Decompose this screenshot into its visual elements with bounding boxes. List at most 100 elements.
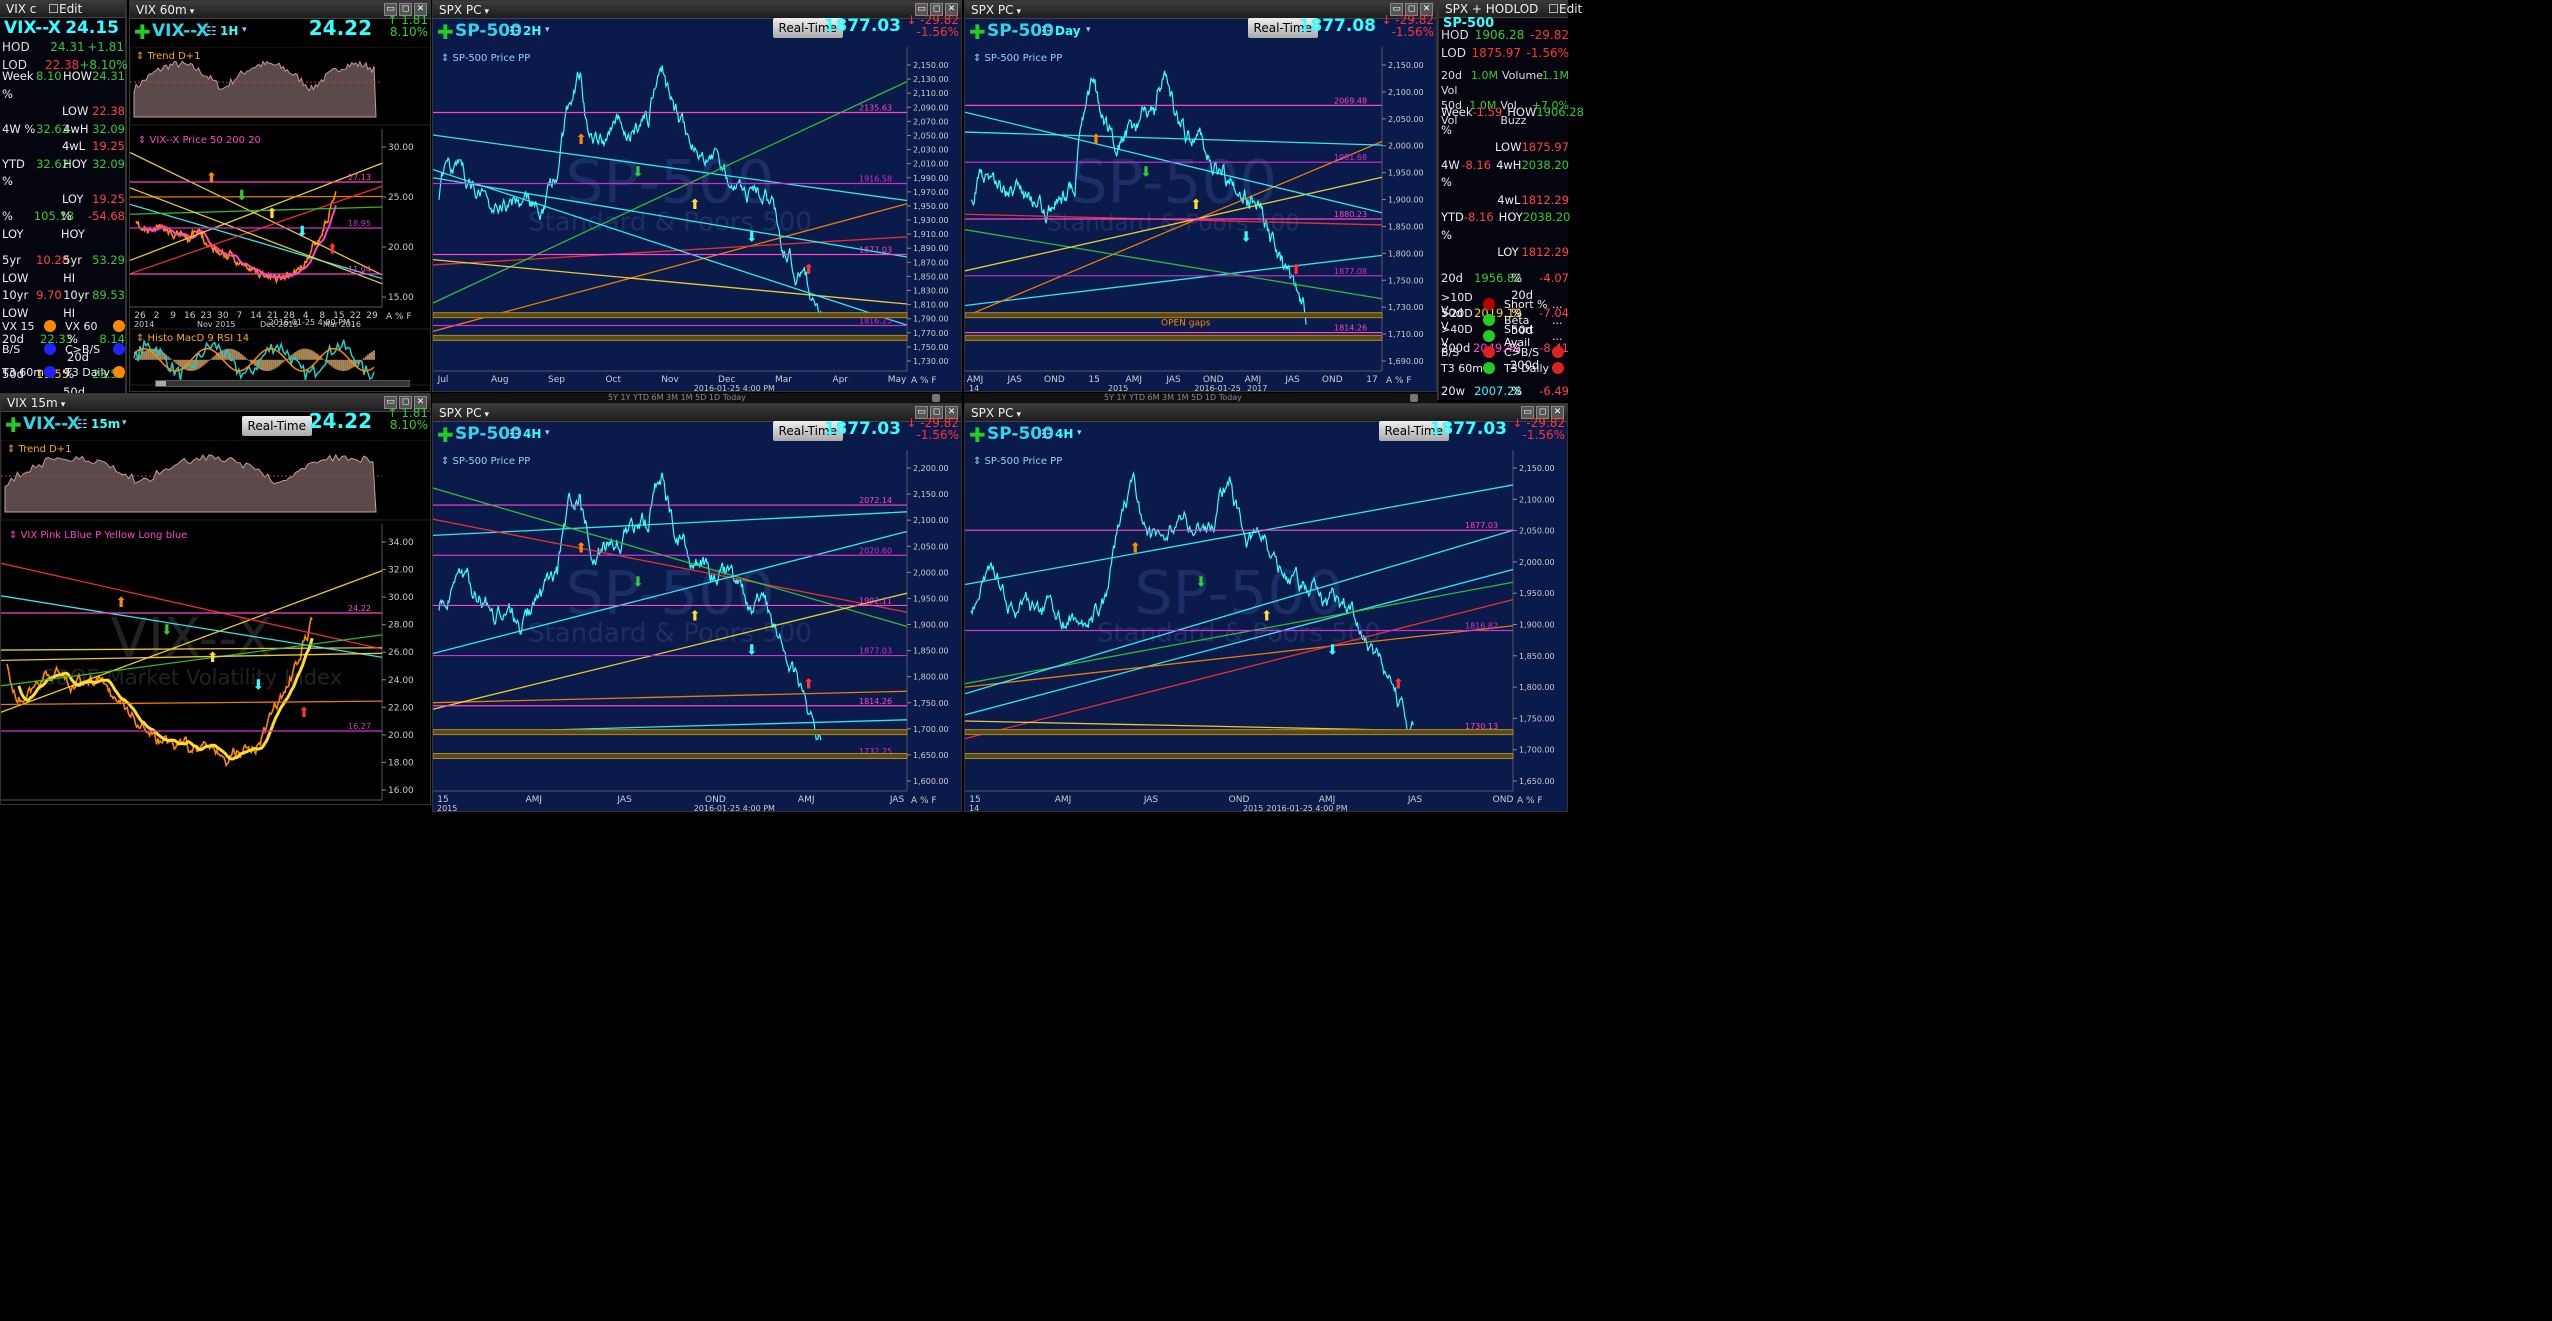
add-symbol-icon[interactable]: ✚ bbox=[437, 423, 454, 447]
vix-watch-symbol[interactable]: VIX--X bbox=[4, 18, 62, 38]
list-icon[interactable]: ☷ bbox=[1041, 427, 1052, 441]
timeframe-selector[interactable]: Day bbox=[1055, 24, 1081, 38]
list-icon[interactable]: ☷ bbox=[509, 427, 520, 441]
close-icon[interactable]: ✕ bbox=[945, 406, 958, 419]
chart-panel-5[interactable]: SPX PC ▾ ▭ ◻ ✕ ✚ SP-500 ☷ 4H ▾ Real-Time 1877.03 ↓ -… bbox=[432, 403, 962, 812]
edit-label[interactable]: Edit bbox=[1559, 2, 1583, 16]
scroll-handle[interactable] bbox=[932, 394, 940, 402]
close-icon[interactable]: ✕ bbox=[1420, 3, 1433, 16]
chevron-down-icon[interactable]: ▾ bbox=[484, 7, 490, 17]
price-study-label[interactable]: ⇕ VIX Pink LBlue P Yellow Long blue bbox=[9, 530, 187, 541]
chart-titlebar[interactable]: SPX PC ▾ ▭ ◻ ✕ bbox=[433, 1, 961, 19]
maximize-icon[interactable]: ◻ bbox=[1536, 406, 1549, 419]
timeframe-buttons[interactable]: 5Y 1Y YTD 6M 3M 1M 5D 1D Today bbox=[608, 393, 746, 402]
timeframe-selector[interactable]: 4H bbox=[523, 427, 542, 441]
real-time-button[interactable]: Real-Time bbox=[772, 421, 843, 441]
chart-symbol[interactable]: SP-500 bbox=[987, 21, 1054, 41]
close-icon[interactable]: ✕ bbox=[1551, 406, 1564, 419]
add-symbol-icon[interactable]: ✚ bbox=[437, 20, 454, 44]
chevron-down-icon[interactable]: ▾ bbox=[1077, 428, 1082, 438]
list-icon[interactable]: ☷ bbox=[509, 24, 520, 38]
chevron-down-icon[interactable]: ▾ bbox=[60, 400, 66, 410]
minimize-icon[interactable]: ▭ bbox=[384, 3, 397, 16]
chevron-down-icon[interactable]: ▾ bbox=[484, 410, 490, 420]
real-time-button[interactable]: Real-Time bbox=[241, 416, 312, 436]
lower-indicator-label[interactable]: ⇕ Histo MacD 9 RSI 14 bbox=[136, 333, 249, 344]
real-time-button[interactable]: Real-Time bbox=[772, 18, 843, 38]
spx-watch-symbol[interactable]: SP-500 bbox=[1443, 16, 1495, 31]
real-time-button[interactable]: Real-Time bbox=[1378, 421, 1449, 441]
maximize-icon[interactable]: ◻ bbox=[399, 3, 412, 16]
chart-panel-2[interactable]: SPX PC ▾ ▭ ◻ ✕ ✚ SP-500 ☷ 2H ▾ Real-Time 1877.03 ↓ -… bbox=[432, 0, 962, 392]
axis-mode-buttons[interactable]: A % F bbox=[386, 312, 412, 322]
minimize-icon[interactable]: ▭ bbox=[915, 406, 928, 419]
chevron-down-icon[interactable]: ▾ bbox=[1086, 25, 1091, 35]
edit-checkbox[interactable]: ☐ bbox=[48, 2, 59, 16]
axis-mode-buttons[interactable]: A % F bbox=[1386, 376, 1412, 386]
chart-plot[interactable]: ⇕ Trend D+1⇕ Histo MacD 9 rsi⇕ VIX Pink … bbox=[1, 440, 431, 805]
chevron-down-icon[interactable]: ▾ bbox=[1016, 7, 1022, 17]
maximize-icon[interactable]: ◻ bbox=[930, 3, 943, 16]
real-time-button[interactable]: Real-Time bbox=[1247, 18, 1318, 38]
scroll-handle[interactable] bbox=[1410, 394, 1418, 402]
close-icon[interactable]: ✕ bbox=[414, 396, 427, 409]
price-study-label[interactable]: ⇕ SP-500 Price PP bbox=[441, 456, 530, 467]
minimize-icon[interactable]: ▭ bbox=[1521, 406, 1534, 419]
minimize-icon[interactable]: ▭ bbox=[1390, 3, 1403, 16]
timeframe-bar-2[interactable]: 5Y 1Y YTD 6M 3M 1M 5D 1D Today bbox=[964, 393, 1437, 403]
chevron-down-icon[interactable]: ▾ bbox=[1016, 410, 1022, 420]
chart-scrollbar[interactable] bbox=[155, 380, 410, 387]
timeframe-selector[interactable]: 15m bbox=[91, 417, 121, 431]
add-symbol-icon[interactable]: ✚ bbox=[134, 20, 151, 44]
timeframe-bar-1[interactable]: 5Y 1Y YTD 6M 3M 1M 5D 1D Today bbox=[432, 393, 962, 403]
chart-titlebar[interactable]: VIX 15m ▾ ▭ ◻ ✕ bbox=[1, 394, 430, 412]
maximize-icon[interactable]: ◻ bbox=[1405, 3, 1418, 16]
close-icon[interactable]: ✕ bbox=[414, 3, 427, 16]
spx-watchlist-titlebar[interactable]: SPX + HODLOD ☐Edit bbox=[1439, 0, 1582, 18]
edit-label[interactable]: Edit bbox=[58, 2, 83, 16]
minimize-icon[interactable]: ▭ bbox=[384, 396, 397, 409]
vix-watchlist-titlebar[interactable]: VIX c ☐Edit bbox=[0, 0, 125, 18]
upper-indicator-label[interactable]: ⇕ Trend D+1 bbox=[136, 51, 201, 62]
axis-mode-buttons[interactable]: A % F bbox=[911, 376, 937, 386]
edit-checkbox[interactable]: ☐ bbox=[1548, 2, 1560, 16]
list-icon[interactable]: ☷ bbox=[77, 417, 88, 431]
chart-titlebar[interactable]: VIX 60m ▾ ▭ ◻ ✕ bbox=[130, 1, 430, 19]
minimize-icon[interactable]: ▭ bbox=[915, 3, 928, 16]
chart-symbol[interactable]: SP-500 bbox=[987, 424, 1054, 444]
timeframe-selector[interactable]: 4H bbox=[1055, 427, 1074, 441]
chevron-down-icon[interactable]: ▾ bbox=[545, 428, 550, 438]
chart-titlebar[interactable]: SPX PC ▾ ▭ ◻ ✕ bbox=[433, 404, 961, 422]
chevron-down-icon[interactable]: ▾ bbox=[242, 25, 247, 35]
chevron-down-icon[interactable]: ▾ bbox=[122, 418, 127, 428]
list-icon[interactable]: ☷ bbox=[1041, 24, 1052, 38]
chart-panel-1[interactable]: VIX 60m ▾ ▭ ◻ ✕ ✚ VIX--X ☷ 1H ▾ 24.22 ↑ 1.81 8.10% ⇕ … bbox=[129, 0, 431, 392]
close-icon[interactable]: ✕ bbox=[945, 3, 958, 16]
chart-titlebar[interactable]: SPX PC ▾ ▭ ◻ ✕ bbox=[965, 1, 1436, 19]
price-study-label[interactable]: ⇕ SP-500 Price PP bbox=[441, 53, 530, 64]
axis-mode-buttons[interactable]: A % F bbox=[911, 796, 937, 806]
price-study-label[interactable]: ⇕ SP-500 Price PP bbox=[973, 456, 1062, 467]
chart-plot[interactable]: ⇕ Trend D+1 ⇕ Histo MacD 9 RSI 14 ⇕ VIX--X… bbox=[130, 47, 431, 392]
chart-symbol[interactable]: VIX--X bbox=[23, 414, 81, 434]
chevron-down-icon[interactable]: ▾ bbox=[189, 7, 195, 17]
chart-panel-6[interactable]: SPX PC ▾ ▭ ◻ ✕ ✚ SP-500 ☷ 4H ▾ Real-Time 1877.03 ↓ -… bbox=[964, 403, 1568, 812]
chart-symbol[interactable]: SP-500 bbox=[455, 21, 522, 41]
maximize-icon[interactable]: ◻ bbox=[930, 406, 943, 419]
maximize-icon[interactable]: ◻ bbox=[399, 396, 412, 409]
add-symbol-icon[interactable]: ✚ bbox=[969, 20, 986, 44]
chart-symbol[interactable]: SP-500 bbox=[455, 424, 522, 444]
chevron-down-icon[interactable]: ▾ bbox=[545, 25, 550, 35]
timeframe-selector[interactable]: 1H bbox=[220, 24, 239, 38]
chart-panel-3[interactable]: SPX PC ▾ ▭ ◻ ✕ ✚ SP-500 ☷ Day ▾ Real-Time 1877.08 ↓ … bbox=[964, 0, 1437, 392]
chart-titlebar[interactable]: SPX PC ▾ ▭ ◻ ✕ bbox=[965, 404, 1567, 422]
timeframe-selector[interactable]: 2H bbox=[523, 24, 542, 38]
list-icon[interactable]: ☷ bbox=[206, 24, 217, 38]
scroll-thumb[interactable] bbox=[156, 381, 166, 386]
chart-panel-4[interactable]: VIX 15m ▾ ▭ ◻ ✕ ✚ VIX--X ☷ 15m ▾ Real-Time 24.22 ↑ 1… bbox=[0, 393, 431, 805]
add-symbol-icon[interactable]: ✚ bbox=[5, 413, 22, 437]
